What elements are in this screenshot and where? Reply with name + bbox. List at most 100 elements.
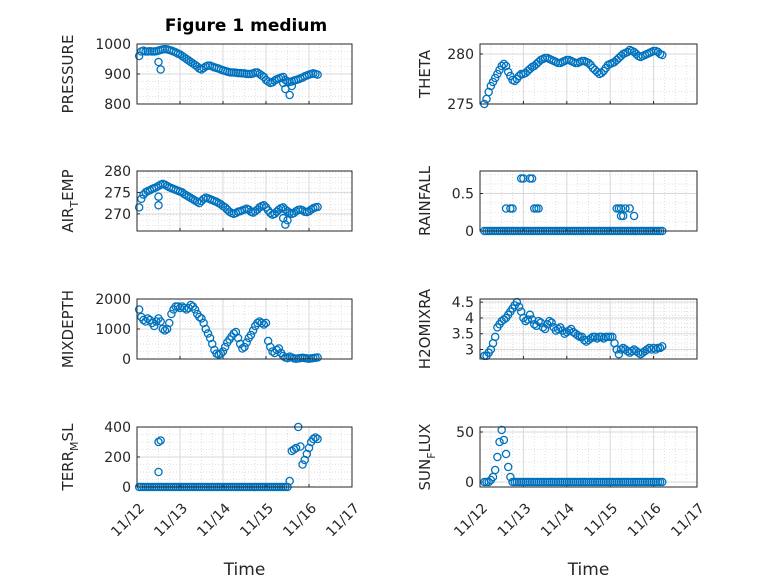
data-point <box>134 51 144 61</box>
y-tick-label: 270 <box>104 207 131 223</box>
y-axis-label: H2OMIXRA <box>416 288 434 369</box>
axes-box-mixdepth <box>136 298 353 360</box>
y-tick-label: 400 <box>104 420 131 436</box>
data-point <box>313 353 322 362</box>
y-tick-label: 0 <box>465 475 474 491</box>
y-axis-label: TERRMSL <box>59 423 81 492</box>
data-point <box>564 326 574 335</box>
data-point <box>158 324 168 334</box>
axes-box-theta <box>479 43 698 105</box>
y-tick-label: 0 <box>122 480 131 496</box>
data-point <box>261 318 271 328</box>
y-axis-label: RAINFALL <box>416 165 434 236</box>
x-tick-label: 11/12 <box>108 500 148 540</box>
data-point <box>270 209 279 219</box>
data-point <box>508 204 517 213</box>
y-tick-label: 275 <box>447 97 474 113</box>
data-point <box>283 353 292 363</box>
y-tick-label: 900 <box>104 67 131 83</box>
data-point <box>313 202 322 212</box>
data-point <box>220 203 230 212</box>
data-point <box>160 326 170 335</box>
data-point <box>137 194 146 204</box>
x-tick-label: 11/14 <box>538 500 578 540</box>
data-point <box>134 203 144 212</box>
x-tick-label: 11/13 <box>151 500 191 540</box>
data-point <box>590 332 600 342</box>
data-point <box>313 434 322 444</box>
y-tick-label: 4 <box>465 311 474 327</box>
y-tick-label: 280 <box>104 164 131 180</box>
data-point <box>495 437 504 447</box>
panel-rainfall: 0 0.5 RAINFALL <box>416 165 698 240</box>
y-tick-label: 800 <box>104 97 131 113</box>
data-point <box>263 206 273 215</box>
data-point <box>156 317 165 326</box>
x-tick-label: 11/12 <box>451 500 491 540</box>
data-point <box>311 433 320 442</box>
data-point <box>257 318 266 328</box>
data-point <box>597 68 606 78</box>
data-point <box>167 309 176 319</box>
panel-theta: 275 280 THETA <box>416 43 698 113</box>
data-point <box>274 344 284 353</box>
data-point <box>573 331 582 340</box>
x-tick-label: 11/13 <box>495 500 535 540</box>
data-point <box>584 58 593 68</box>
data-point <box>616 204 626 213</box>
data-point <box>190 305 200 314</box>
data-point <box>287 81 297 91</box>
data-point <box>285 476 294 486</box>
panel-sun-flux: 0 50 11/12 11/13 11/14 11/15 11/16 11/17 Time SUN… <box>416 424 708 580</box>
data-point <box>527 174 537 183</box>
data-point <box>278 351 288 361</box>
y-axis-label: THETA <box>416 49 434 99</box>
series-air-temp <box>134 179 322 229</box>
axes-box-sun-flux <box>479 426 698 488</box>
panel-terr-msl: 0 200 400 11/12 11/13 11/14 11/15 11/16 11/17 Tim… <box>59 420 363 580</box>
series-pressure <box>134 44 322 100</box>
data-point <box>156 436 165 445</box>
data-point <box>490 465 500 475</box>
y-tick-label: 2000 <box>95 292 131 308</box>
data-point <box>238 344 247 353</box>
axes-box-air-temp <box>136 170 353 232</box>
data-point <box>313 70 322 79</box>
axes-box-pressure <box>136 43 353 105</box>
data-point <box>164 318 174 328</box>
series-mixdepth <box>134 300 322 363</box>
data-point <box>503 462 513 472</box>
data-point <box>658 50 667 60</box>
data-point <box>186 300 195 310</box>
y-axis-label: MIXDEPTH <box>59 290 77 368</box>
data-point <box>259 201 269 210</box>
series-sun-flux <box>480 425 667 487</box>
data-point <box>649 343 658 353</box>
data-point <box>523 315 532 324</box>
data-point <box>154 57 163 67</box>
y-axis-label: PRESSURE <box>59 35 77 114</box>
y-tick-label: 3.5 <box>452 327 474 343</box>
data-point <box>281 220 290 229</box>
data-point <box>246 330 256 340</box>
data-point <box>149 321 159 331</box>
data-point <box>499 315 509 324</box>
data-point <box>623 47 632 57</box>
data-point <box>229 329 238 338</box>
data-point <box>220 342 230 352</box>
x-tick-label: 11/17 <box>323 500 363 540</box>
x-tick-label: 11/14 <box>194 500 234 540</box>
data-point <box>291 443 301 453</box>
panel-pressure: 800 900 1000 PRESSURE <box>59 35 353 114</box>
data-point <box>154 437 163 447</box>
data-point <box>629 211 639 221</box>
x-tick-label: 11/16 <box>280 500 320 540</box>
data-point <box>259 320 269 329</box>
data-point <box>134 305 144 314</box>
data-point <box>540 324 550 334</box>
data-point <box>514 302 524 312</box>
data-point <box>497 61 506 71</box>
data-point <box>586 334 595 343</box>
data-point <box>658 342 667 351</box>
data-point <box>658 477 667 487</box>
